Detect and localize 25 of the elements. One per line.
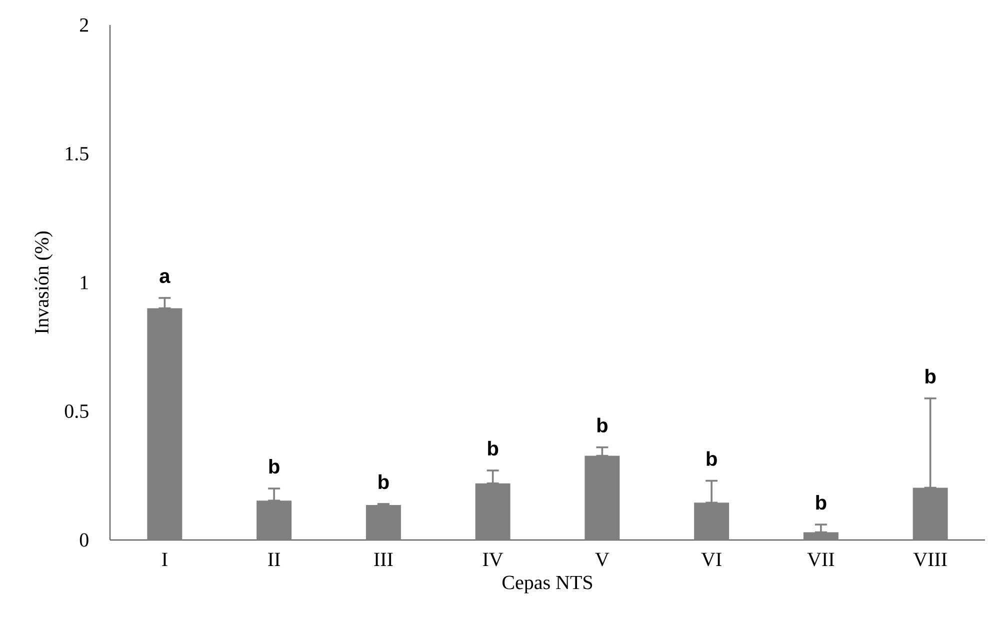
x-axis-title: Cepas NTS <box>502 576 592 594</box>
annotation: b <box>488 440 498 456</box>
annotation: b <box>816 494 826 510</box>
x-tick-label: V <box>595 552 610 566</box>
bar <box>256 500 292 540</box>
y-tick-label: 1.5 <box>66 147 88 160</box>
annotation: b <box>378 474 389 490</box>
bar <box>366 504 401 540</box>
y-tick-label: 0.5 <box>64 404 88 418</box>
annotation: b <box>269 458 280 474</box>
x-tick-label: VI <box>701 552 722 566</box>
x-tick-label: I <box>162 552 168 566</box>
y-tick-label: 0 <box>80 533 88 547</box>
annotation: a <box>160 272 170 284</box>
x-tick-label: VII <box>807 552 834 566</box>
y-tick-label: 1 <box>80 276 88 290</box>
y-tick-label: 2 <box>80 18 88 32</box>
annotation: b <box>706 451 717 466</box>
y-axis-title: Invasión (%) <box>34 231 53 334</box>
x-tick-label: IV <box>482 552 504 566</box>
x-tick-label: III <box>374 552 393 566</box>
x-tick-label: II <box>268 552 280 566</box>
x-tick-label: VIII <box>913 552 947 566</box>
annotation: b <box>597 418 608 432</box>
annotation: b <box>926 368 936 384</box>
